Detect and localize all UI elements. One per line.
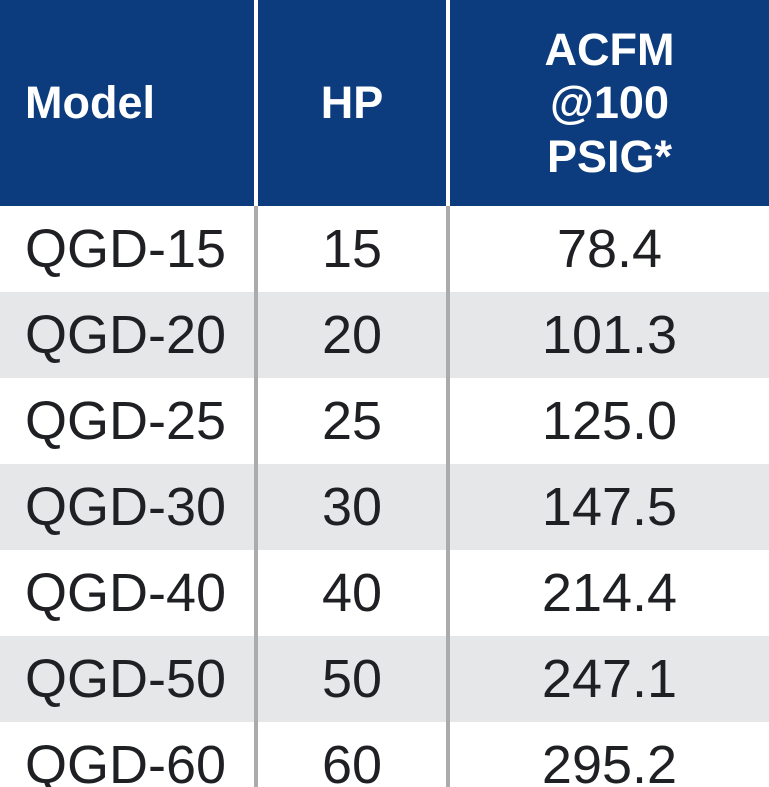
model-cell: QGD-30 <box>25 477 227 537</box>
hp-cell: 60 <box>254 722 446 787</box>
table-row: QGD-15 15 78.4 <box>0 206 769 292</box>
model-cell: QGD-60 <box>25 735 227 787</box>
table-row: QGD-25 25 125.0 <box>0 378 769 464</box>
model-cell: QGD-25 <box>25 391 227 451</box>
table-row: QGD-50 50 247.1 <box>0 636 769 722</box>
acfm-cell: 247.1 <box>446 636 769 722</box>
model-cell: QGD-20 <box>25 305 227 365</box>
model-cell: QGD-40 <box>25 563 227 623</box>
table-row: QGD-60 60 295.2 <box>0 722 769 787</box>
hp-cell: 50 <box>254 636 446 722</box>
header-label-acfm-line2: @100 <box>550 77 669 129</box>
acfm-cell: 147.5 <box>446 464 769 550</box>
header-cell-model: Model <box>0 0 254 206</box>
table-row: QGD-40 40 214.4 <box>0 550 769 636</box>
header-label-model: Model <box>25 77 155 128</box>
header-label-hp: HP <box>320 77 384 128</box>
acfm-cell: 214.4 <box>446 550 769 636</box>
hp-cell: 40 <box>254 550 446 636</box>
hp-cell: 30 <box>254 464 446 550</box>
table-header-row: Model HP ACFM @100 PSIG* <box>0 0 769 206</box>
header-cell-acfm: ACFM @100 PSIG* <box>446 0 769 206</box>
header-label-acfm-line1: ACFM <box>544 24 675 76</box>
header-cell-hp: HP <box>254 0 446 206</box>
acfm-cell: 78.4 <box>446 206 769 292</box>
hp-cell: 25 <box>254 378 446 464</box>
acfm-cell: 101.3 <box>446 292 769 378</box>
acfm-cell: 125.0 <box>446 378 769 464</box>
hp-cell: 20 <box>254 292 446 378</box>
table-row: QGD-20 20 101.3 <box>0 292 769 378</box>
model-cell: QGD-15 <box>25 219 227 279</box>
header-label-acfm: ACFM @100 PSIG* <box>545 23 675 182</box>
model-cell: QGD-50 <box>25 649 227 709</box>
header-label-acfm-line3: PSIG* <box>546 130 673 182</box>
hp-cell: 15 <box>254 206 446 292</box>
acfm-cell: 295.2 <box>446 722 769 787</box>
table-row: QGD-30 30 147.5 <box>0 464 769 550</box>
